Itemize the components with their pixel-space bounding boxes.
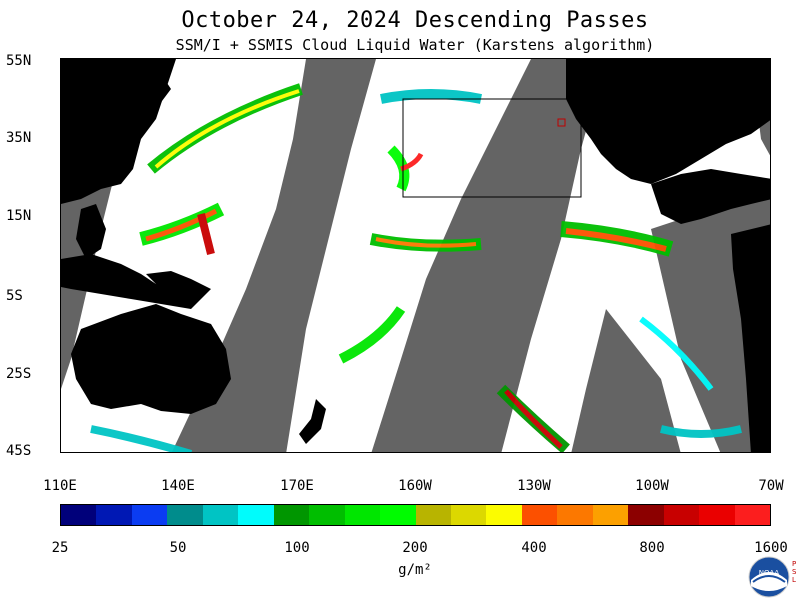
australia-land	[71, 304, 231, 414]
philippines-land	[76, 204, 106, 259]
colorbar-swatch	[663, 505, 700, 525]
colorbar-tick-label: 800	[639, 540, 665, 556]
units-label: g/m²	[398, 562, 432, 578]
colorbar-tick-label: 400	[521, 540, 547, 556]
colorbar-swatch	[131, 505, 168, 525]
colorbar-swatch	[273, 505, 310, 525]
cloud-water-field	[90, 83, 742, 452]
lat-label: 25S	[6, 366, 32, 382]
colorbar-swatch	[450, 505, 487, 525]
colorbar-tick-label: 100	[284, 540, 310, 556]
lat-label: 35N	[6, 130, 32, 146]
colorbar-swatch	[96, 505, 132, 525]
lat-label: 45S	[6, 443, 32, 459]
colorbar-swatch	[61, 505, 97, 525]
lon-label: 170E	[280, 478, 314, 494]
lon-label: 100W	[635, 478, 669, 494]
colorbar-swatch	[344, 505, 381, 525]
colorbar-swatch	[592, 505, 629, 525]
map-subtitle: SSM/I + SSMIS Cloud Liquid Water (Karste…	[175, 36, 655, 54]
colorbar-swatch	[557, 505, 593, 525]
lon-label: 140E	[161, 478, 195, 494]
color-scale-bar	[60, 504, 771, 526]
colorbar-swatch	[309, 505, 345, 525]
colorbar-swatch	[380, 505, 416, 525]
lat-label: 55N	[6, 53, 32, 69]
colorbar-swatch	[699, 505, 735, 525]
new-zealand-land	[299, 399, 326, 444]
colorbar-tick-label: 200	[402, 540, 428, 556]
colorbar-swatch	[486, 505, 522, 525]
lon-label: 70W	[758, 478, 784, 494]
colorbar-swatch	[238, 505, 274, 525]
north-america-land	[566, 59, 770, 184]
lat-label: 15N	[6, 208, 32, 224]
lon-label: 130W	[517, 478, 551, 494]
central-america-land	[651, 169, 770, 224]
lon-label: 110E	[43, 478, 77, 494]
new-guinea-land	[146, 271, 211, 299]
colorbar-swatch	[521, 505, 558, 525]
colorbar-swatch	[734, 505, 771, 525]
map-title: October 24, 2024 Descending Passes	[181, 8, 649, 33]
colorbar-swatch	[202, 505, 239, 525]
colorbar-swatch	[628, 505, 664, 525]
colorbar-tick-label: 25	[51, 540, 69, 556]
lon-label: 160W	[398, 478, 432, 494]
indonesia-land	[61, 254, 201, 309]
colorbar-swatch	[167, 505, 203, 525]
small-region-box	[557, 118, 566, 127]
cloud-water-map	[60, 58, 771, 453]
colorbar-tick-label: 1600	[754, 540, 788, 556]
south-america-land	[731, 224, 770, 452]
colorbar-tick-label: 50	[169, 540, 187, 556]
no-data-gap	[371, 59, 606, 452]
noaa-logo-icon: NOAA	[748, 556, 790, 598]
svg-text:NOAA: NOAA	[759, 569, 780, 577]
japan-land	[126, 74, 171, 149]
lat-label: 5S	[6, 288, 23, 304]
no-data-gap	[571, 309, 681, 452]
region-box	[402, 98, 582, 198]
colorbar-swatch	[415, 505, 451, 525]
